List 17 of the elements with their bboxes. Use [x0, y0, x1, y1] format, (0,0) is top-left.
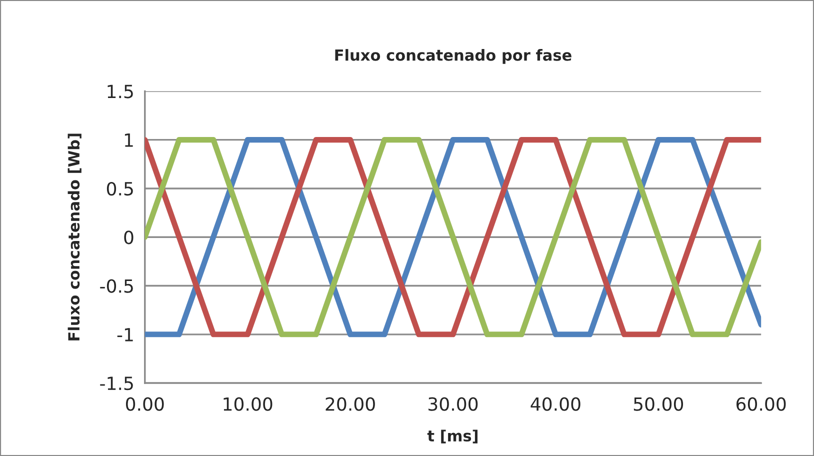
x-tick-label: 40.00 — [530, 397, 580, 411]
y-axis-title: Fluxo concatenado [Wb] — [68, 134, 82, 340]
x-tick-label: 10.00 — [224, 397, 272, 411]
y-tick-label: 1.5 — [108, 84, 133, 98]
x-tick-label: 20.00 — [326, 397, 375, 411]
x-tick-label: 0.00 — [126, 397, 164, 411]
x-tick-label: 60.00 — [736, 397, 786, 411]
y-tick-label: 0.5 — [106, 182, 133, 196]
y-tick-label: -1.5 — [100, 376, 133, 390]
x-tick-label: 50.00 — [634, 397, 684, 411]
y-tick-label: -1 — [117, 328, 133, 342]
x-axis-title: t [ms] — [427, 430, 478, 444]
y-tick-label: 1 — [124, 134, 133, 147]
y-tick-label: 0 — [124, 230, 134, 244]
chart-title: Fluxo concatenado por fase — [335, 49, 572, 64]
y-tick-label: -0.5 — [100, 279, 133, 293]
x-tick-label: 30.00 — [428, 397, 478, 411]
